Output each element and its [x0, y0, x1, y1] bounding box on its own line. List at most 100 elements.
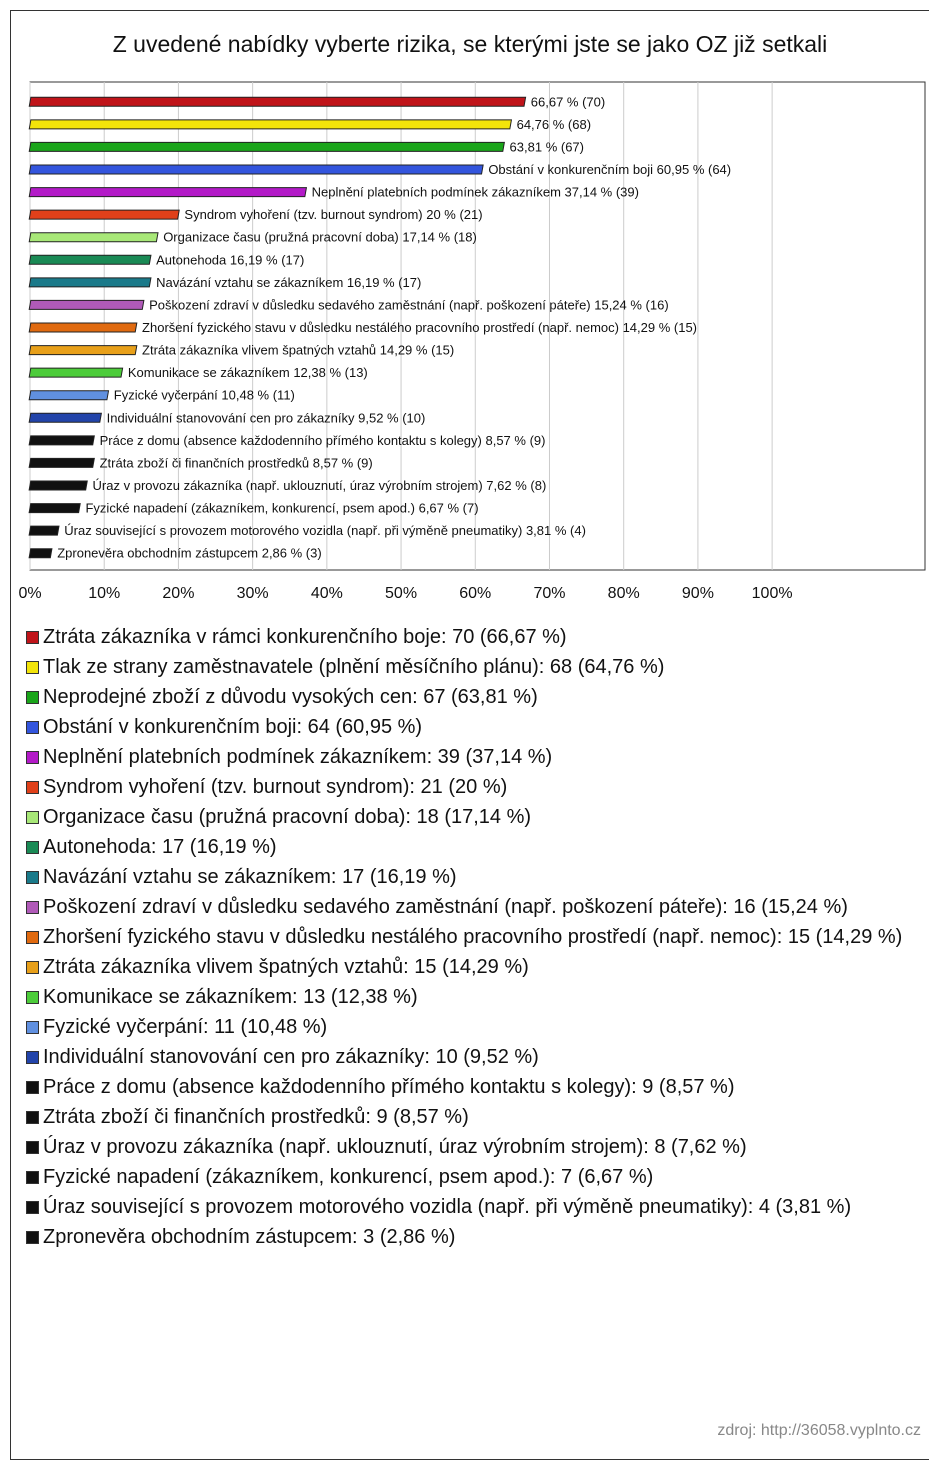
legend: Ztráta zákazníka v rámci konkurenčního b… [26, 624, 916, 1254]
legend-item: Ztráta zboží či finančních prostředků: 9… [26, 1104, 916, 1130]
legend-swatch [26, 1201, 39, 1214]
legend-swatch [26, 1141, 39, 1154]
legend-swatch [26, 1231, 39, 1244]
x-tick-label: 20% [162, 585, 194, 602]
x-tick-label: 70% [533, 585, 565, 602]
legend-label: Práce z domu (absence každodenního přímé… [43, 1076, 735, 1098]
legend-swatch [26, 631, 39, 644]
bar [28, 187, 308, 198]
data-label: Neplnění platebních podmínek zákazníkem … [312, 185, 639, 200]
legend-swatch [26, 901, 39, 914]
data-label: Ztráta zákazníka vlivem špatných vztahů … [142, 343, 454, 358]
legend-swatch [26, 781, 39, 794]
bar [28, 119, 513, 130]
legend-label: Úraz v provozu zákazníka (např. uklouznu… [43, 1136, 747, 1158]
legend-swatch [26, 661, 39, 674]
x-tick-label: 40% [311, 585, 343, 602]
legend-item: Úraz související s provozem motorového v… [26, 1194, 916, 1220]
x-tick-label: 10% [88, 585, 120, 602]
legend-item: Fyzické napadení (zákazníkem, konkurencí… [26, 1164, 916, 1190]
legend-item: Úraz v provozu zákazníka (např. uklouznu… [26, 1134, 916, 1160]
legend-item: Autonehoda: 17 (16,19 %) [26, 834, 916, 860]
bar [28, 503, 81, 514]
data-label: Úraz související s provozem motorového v… [64, 523, 586, 538]
bar [28, 164, 484, 175]
legend-label: Komunikace se zákazníkem: 13 (12,38 %) [43, 986, 418, 1008]
legend-item: Obstání v konkurenčním boji: 64 (60,95 %… [26, 714, 916, 740]
bar [28, 412, 102, 423]
x-tick-label: 0% [18, 585, 41, 602]
legend-label: Fyzické napadení (zákazníkem, konkurencí… [43, 1166, 654, 1188]
data-label: 63,81 % (67) [510, 139, 584, 154]
legend-swatch [26, 1111, 39, 1124]
bar [28, 141, 505, 152]
data-label: Zhoršení fyzického stavu v důsledku nest… [142, 320, 697, 335]
legend-label: Poškození zdraví v důsledku sedavého zam… [43, 896, 848, 918]
bar [28, 390, 110, 401]
data-label: Komunikace se zákazníkem 12,38 % (13) [128, 365, 368, 380]
legend-label: Fyzické vyčerpání: 11 (10,48 %) [43, 1016, 328, 1038]
data-label: Individuální stanovování cen pro zákazní… [107, 410, 426, 425]
bar [28, 232, 159, 243]
legend-swatch [26, 751, 39, 764]
legend-swatch [26, 1081, 39, 1094]
legend-item: Tlak ze strany zaměstnavatele (plnění mě… [26, 654, 916, 680]
legend-label: Zpronevěra obchodním zástupcem: 3 (2,86 … [43, 1226, 456, 1248]
legend-item: Fyzické vyčerpání: 11 (10,48 %) [26, 1014, 916, 1040]
legend-item: Neplnění platebních podmínek zákazníkem:… [26, 744, 916, 770]
bar [28, 299, 145, 310]
data-label: Organizace času (pružná pracovní doba) 1… [163, 230, 477, 245]
legend-label: Obstání v konkurenčním boji: 64 (60,95 %… [43, 716, 423, 738]
data-label: Obstání v konkurenčním boji 60,95 % (64) [488, 162, 731, 177]
data-label: Práce z domu (absence každodenního přímé… [100, 433, 546, 448]
legend-label: Autonehoda: 17 (16,19 %) [43, 836, 277, 858]
legend-swatch [26, 691, 39, 704]
legend-item: Organizace času (pružná pracovní doba): … [26, 804, 916, 830]
legend-swatch [26, 961, 39, 974]
legend-swatch [26, 1171, 39, 1184]
data-label: Syndrom vyhoření (tzv. burnout syndrom) … [184, 207, 482, 222]
bar [28, 96, 527, 107]
chart-title: Z uvedené nabídky vyberte rizika, se kte… [113, 31, 828, 57]
bar [28, 345, 138, 356]
legend-item: Syndrom vyhoření (tzv. burnout syndrom):… [26, 774, 916, 800]
x-tick-label: 100% [752, 585, 793, 602]
x-tick-label: 80% [608, 585, 640, 602]
legend-swatch [26, 931, 39, 944]
legend-item: Individuální stanovování cen pro zákazní… [26, 1044, 916, 1070]
x-tick-label: 90% [682, 585, 714, 602]
bar [28, 435, 95, 446]
data-label: Autonehoda 16,19 % (17) [156, 252, 304, 267]
data-label: 64,76 % (68) [517, 117, 591, 132]
legend-item: Práce z domu (absence každodenního přímé… [26, 1074, 916, 1100]
legend-item: Ztráta zákazníka vlivem špatných vztahů:… [26, 954, 916, 980]
legend-item: Zpronevěra obchodním zástupcem: 3 (2,86 … [26, 1224, 916, 1250]
chart: Z uvedené nabídky vyberte rizika, se kte… [18, 31, 926, 602]
legend-swatch [26, 841, 39, 854]
bar [28, 367, 124, 378]
bar [28, 525, 60, 536]
legend-item: Komunikace se zákazníkem: 13 (12,38 %) [26, 984, 916, 1010]
data-label: Navázání vztahu se zákazníkem 16,19 % (1… [156, 275, 421, 290]
legend-label: Navázání vztahu se zákazníkem: 17 (16,19… [43, 866, 457, 888]
legend-swatch [26, 1021, 39, 1034]
legend-item: Ztráta zákazníka v rámci konkurenčního b… [26, 624, 916, 650]
legend-label: Neprodejné zboží z důvodu vysokých cen: … [43, 686, 538, 708]
data-label: Fyzické napadení (zákazníkem, konkurencí… [85, 501, 478, 516]
data-label: Ztráta zboží či finančních prostředků 8,… [100, 455, 373, 470]
plot-area [29, 81, 926, 571]
legend-label: Úraz související s provozem motorového v… [43, 1196, 852, 1218]
data-label: Fyzické vyčerpání 10,48 % (11) [114, 388, 295, 403]
legend-label: Organizace času (pružná pracovní doba): … [43, 806, 532, 828]
bar [28, 254, 152, 265]
data-label: Úraz v provozu zákazníka (např. uklouznu… [93, 478, 547, 493]
legend-label: Zhoršení fyzického stavu v důsledku nest… [43, 926, 903, 948]
bar [28, 548, 53, 559]
bar [28, 457, 95, 468]
legend-label: Ztráta zákazníka vlivem špatných vztahů:… [43, 956, 529, 978]
legend-item: Zhoršení fyzického stavu v důsledku nest… [26, 924, 916, 950]
x-tick-label: 30% [237, 585, 269, 602]
legend-swatch [26, 871, 39, 884]
legend-label: Tlak ze strany zaměstnavatele (plnění mě… [43, 656, 665, 678]
legend-label: Ztráta zboží či finančních prostředků: 9… [43, 1106, 469, 1128]
